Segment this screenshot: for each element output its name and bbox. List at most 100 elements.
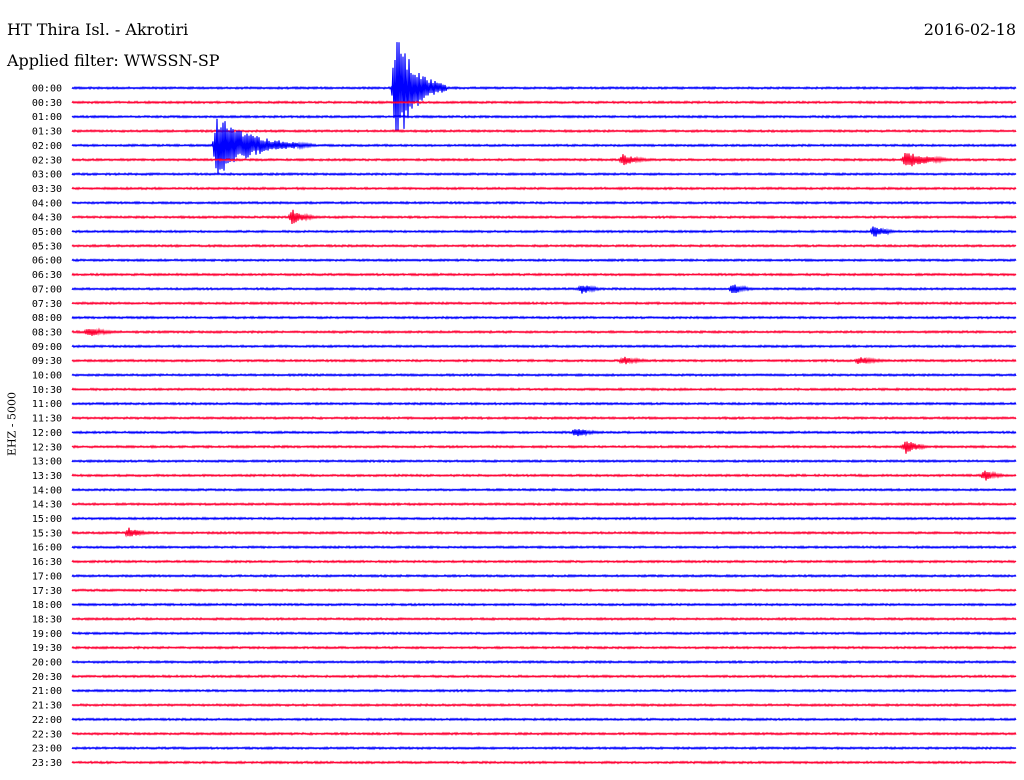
trace-line bbox=[71, 702, 1017, 708]
tick-label: 16:30 bbox=[32, 557, 62, 568]
trace-line bbox=[71, 272, 1017, 277]
trace-line bbox=[71, 458, 1017, 464]
tick-label: 14:30 bbox=[32, 500, 62, 511]
tick-label: 01:30 bbox=[32, 127, 62, 138]
trace-line bbox=[71, 100, 1017, 105]
tick-label: 22:00 bbox=[32, 715, 62, 726]
tick-label: 06:00 bbox=[32, 256, 62, 267]
tick-label: 07:00 bbox=[32, 284, 62, 295]
trace-line bbox=[71, 209, 1017, 224]
tick-label: 05:30 bbox=[32, 241, 62, 252]
tick-label: 08:30 bbox=[32, 327, 62, 338]
trace-line bbox=[71, 153, 1017, 167]
trace-line bbox=[71, 429, 1017, 437]
tick-label: 03:30 bbox=[32, 184, 62, 195]
tick-label: 06:30 bbox=[32, 270, 62, 281]
tick-label: 04:00 bbox=[32, 198, 62, 209]
trace-line bbox=[71, 760, 1017, 765]
trace-line bbox=[71, 745, 1017, 751]
tick-label: 19:30 bbox=[32, 643, 62, 654]
tick-label: 04:30 bbox=[32, 213, 62, 224]
trace-line bbox=[71, 573, 1017, 579]
tick-label: 15:00 bbox=[32, 514, 62, 525]
tick-label: 18:30 bbox=[32, 614, 62, 625]
trace-line bbox=[71, 118, 1017, 174]
tick-label: 02:30 bbox=[32, 155, 62, 166]
date-label: 2016-02-18 bbox=[923, 20, 1016, 39]
trace-line bbox=[71, 588, 1017, 593]
tick-label: 17:30 bbox=[32, 586, 62, 597]
tick-label: 20:30 bbox=[32, 672, 62, 683]
tick-label: 00:00 bbox=[32, 84, 62, 95]
tick-label: 12:00 bbox=[32, 428, 62, 439]
trace-line bbox=[71, 441, 1017, 454]
trace-line bbox=[71, 659, 1017, 665]
trace-line bbox=[71, 688, 1017, 693]
tick-label: 16:00 bbox=[32, 543, 62, 554]
trace-line bbox=[71, 487, 1017, 492]
tick-label: 23:30 bbox=[32, 758, 62, 769]
trace-line bbox=[71, 243, 1017, 249]
trace-line bbox=[71, 501, 1017, 507]
tick-label: 12:30 bbox=[32, 442, 62, 453]
trace-line bbox=[71, 527, 1017, 538]
trace-line bbox=[71, 258, 1017, 263]
tick-label: 22:30 bbox=[32, 729, 62, 740]
trace-line bbox=[71, 114, 1017, 119]
tick-label: 20:00 bbox=[32, 658, 62, 669]
trace-line bbox=[71, 284, 1017, 294]
trace-line bbox=[71, 516, 1017, 521]
tick-label: 02:00 bbox=[32, 141, 62, 152]
trace-line bbox=[71, 186, 1017, 191]
trace-line bbox=[71, 171, 1017, 177]
trace-line bbox=[71, 315, 1017, 320]
trace-line bbox=[71, 645, 1017, 650]
trace-line bbox=[71, 42, 1017, 131]
tick-label: 15:30 bbox=[32, 528, 62, 539]
trace-line bbox=[71, 545, 1017, 550]
trace-line bbox=[71, 301, 1017, 306]
tick-label: 09:00 bbox=[32, 342, 62, 353]
tick-label: 03:00 bbox=[32, 170, 62, 181]
trace-line bbox=[71, 674, 1017, 679]
trace-line bbox=[71, 372, 1017, 378]
tick-label: 19:00 bbox=[32, 629, 62, 640]
tick-label: 08:00 bbox=[32, 313, 62, 324]
tick-label: 00:30 bbox=[32, 98, 62, 109]
tick-label: 11:30 bbox=[32, 414, 62, 425]
trace-line bbox=[71, 717, 1017, 722]
tick-label: 21:00 bbox=[32, 686, 62, 697]
tick-label: 11:00 bbox=[32, 399, 62, 410]
trace-line bbox=[71, 559, 1017, 564]
trace-line bbox=[71, 327, 1017, 336]
station-title: HT Thira Isl. - Akrotiri bbox=[7, 20, 189, 39]
tick-label: 05:00 bbox=[32, 227, 62, 238]
trace-line bbox=[71, 616, 1017, 622]
trace-line bbox=[71, 731, 1017, 736]
tick-label: 10:00 bbox=[32, 371, 62, 382]
tick-label: 07:30 bbox=[32, 299, 62, 310]
tick-label: 18:00 bbox=[32, 600, 62, 611]
trace-line bbox=[71, 415, 1017, 421]
tick-label: 09:30 bbox=[32, 356, 62, 367]
trace-line bbox=[71, 631, 1017, 636]
trace-line bbox=[71, 344, 1017, 349]
trace-line bbox=[71, 401, 1017, 406]
tick-label: 14:00 bbox=[32, 485, 62, 496]
trace-line bbox=[71, 128, 1017, 134]
tick-label: 13:00 bbox=[32, 457, 62, 468]
tick-label: 13:30 bbox=[32, 471, 62, 482]
trace-line bbox=[71, 387, 1017, 392]
tick-label: 17:00 bbox=[32, 571, 62, 582]
tick-label: 10:30 bbox=[32, 385, 62, 396]
trace-line bbox=[71, 602, 1017, 607]
filter-label: Applied filter: WWSSN-SP bbox=[7, 51, 220, 70]
trace-line bbox=[71, 356, 1017, 365]
trace-line bbox=[71, 470, 1017, 481]
trace-line bbox=[71, 200, 1017, 205]
tick-label: 01:00 bbox=[32, 112, 62, 123]
tick-label: 21:30 bbox=[32, 701, 62, 712]
trace-line bbox=[71, 226, 1017, 237]
tick-label: 23:00 bbox=[32, 744, 62, 755]
